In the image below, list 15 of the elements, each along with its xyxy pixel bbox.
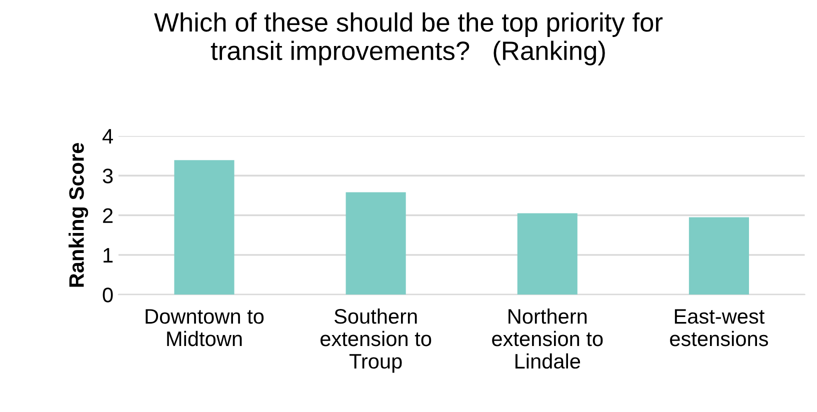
x-tick-label: Northern extension to Lindale [492,308,603,369]
x-tick-label: East-west estensions [670,309,768,346]
y-tick-label: 2 [103,208,113,223]
y-axis-title: Ranking Score [68,143,88,287]
bar [174,160,234,295]
chart-title: Which of these should be the top priority for transit improvements? (Ranking) [154,12,663,66]
y-tick-label: 3 [102,168,113,184]
y-tick-label: 1 [104,248,113,262]
x-tick-label: Downtown to Midtown [146,309,264,346]
y-tick-label: 0 [102,288,113,302]
x-tick-label: Southern extension to Troup [320,308,432,373]
bar [517,213,578,295]
bar [688,217,749,295]
y-tick-label: 4 [102,129,113,144]
bar [346,192,406,295]
